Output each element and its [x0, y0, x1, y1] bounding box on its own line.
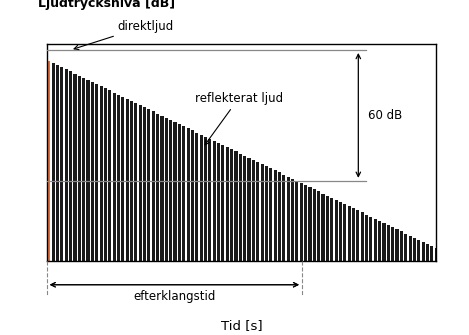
Bar	[187, 128, 189, 261]
Bar	[234, 151, 237, 261]
Bar	[291, 179, 294, 261]
Bar	[435, 248, 438, 261]
Text: reflekterat ljud: reflekterat ljud	[195, 91, 283, 145]
Bar	[348, 206, 351, 261]
Bar	[282, 175, 286, 261]
Bar	[313, 189, 316, 261]
Bar	[61, 67, 63, 261]
Bar	[130, 101, 133, 261]
Bar	[169, 120, 172, 261]
Bar	[430, 246, 433, 261]
Bar	[413, 238, 416, 261]
Bar	[165, 118, 168, 261]
Bar	[400, 231, 403, 261]
Bar	[230, 149, 233, 261]
Bar	[265, 166, 268, 261]
Bar	[339, 202, 342, 261]
Bar	[221, 145, 225, 261]
Bar	[134, 103, 137, 261]
Bar	[212, 141, 216, 261]
Bar	[395, 229, 399, 261]
Bar	[273, 171, 277, 261]
Bar	[426, 244, 429, 261]
Bar	[287, 177, 290, 261]
Bar	[300, 183, 303, 261]
Bar	[174, 122, 177, 261]
Text: efterklangstid: efterklangstid	[133, 290, 216, 303]
Bar	[104, 88, 107, 261]
Bar	[56, 65, 59, 261]
Bar	[147, 109, 151, 261]
Bar	[217, 143, 220, 261]
Bar	[343, 204, 346, 261]
Bar	[195, 133, 198, 261]
Bar	[182, 126, 185, 261]
Bar	[208, 139, 212, 261]
Bar	[321, 194, 325, 261]
Bar	[269, 168, 272, 261]
Bar	[82, 78, 85, 261]
Bar	[261, 164, 264, 261]
Bar	[352, 208, 355, 261]
Bar	[156, 114, 159, 261]
Bar	[382, 223, 386, 261]
Bar	[99, 86, 103, 261]
Bar	[78, 76, 81, 261]
Bar	[278, 173, 281, 261]
Bar	[121, 97, 124, 261]
Bar	[408, 236, 412, 261]
Bar	[378, 221, 381, 261]
Bar	[143, 107, 146, 261]
Text: Ljudtrycksnivå [dB]: Ljudtrycksnivå [dB]	[38, 0, 174, 10]
Bar	[248, 158, 250, 261]
Bar	[86, 80, 90, 261]
Bar	[204, 137, 207, 261]
Text: direktljud: direktljud	[74, 20, 173, 50]
Bar	[309, 187, 311, 261]
Bar	[160, 116, 164, 261]
Bar	[47, 61, 50, 261]
Bar	[295, 181, 298, 261]
Bar	[365, 215, 368, 261]
Bar	[330, 198, 333, 261]
Bar	[117, 94, 120, 261]
Bar	[252, 160, 255, 261]
Bar	[317, 191, 320, 261]
Bar	[191, 130, 194, 261]
Bar	[95, 84, 98, 261]
Bar	[369, 217, 372, 261]
Bar	[422, 242, 424, 261]
Bar	[200, 135, 203, 261]
Bar	[391, 227, 394, 261]
Bar	[243, 156, 246, 261]
Bar	[91, 82, 94, 261]
Text: 60 dB: 60 dB	[368, 109, 402, 122]
Bar	[356, 210, 359, 261]
Bar	[374, 219, 377, 261]
Bar	[304, 185, 307, 261]
Bar	[74, 74, 76, 261]
Bar	[326, 196, 329, 261]
Bar	[139, 105, 142, 261]
Bar	[178, 124, 181, 261]
Bar	[126, 99, 129, 261]
Bar	[239, 153, 242, 261]
Bar	[65, 69, 68, 261]
Bar	[226, 147, 229, 261]
Bar	[387, 225, 390, 261]
Bar	[361, 212, 364, 261]
Bar	[404, 233, 407, 261]
Bar	[52, 63, 55, 261]
Bar	[113, 92, 116, 261]
Text: Tid [s]: Tid [s]	[221, 319, 262, 332]
Bar	[256, 162, 259, 261]
Bar	[69, 71, 72, 261]
Bar	[152, 112, 155, 261]
Bar	[417, 240, 420, 261]
Bar	[334, 200, 338, 261]
Bar	[108, 90, 111, 261]
